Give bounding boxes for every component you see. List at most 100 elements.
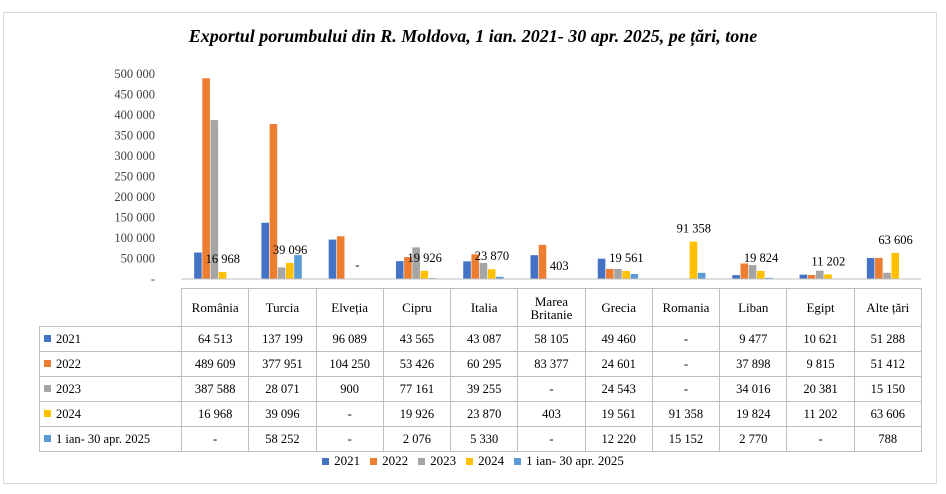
table-cell: 15 150 [853,376,922,402]
table-cell: 91 358 [651,401,721,427]
bar-2024 [824,274,832,279]
data-label: 16 968 [206,252,240,266]
table-cell: - [517,426,586,452]
y-tick-label: 300 000 [114,149,155,163]
legend-swatch [44,385,51,393]
category-label: Grecia [584,288,653,327]
table-cell: 19 926 [382,401,452,427]
category-label: Marea Britanie [517,288,586,327]
bar-2024 [689,241,698,279]
category-label: Liban [719,288,788,327]
table-cell: 24 601 [584,351,653,377]
bar-2023 [479,262,488,279]
y-tick-label: 450 000 [114,88,155,102]
table-cell: 77 161 [382,376,452,402]
data-label: 91 358 [677,222,711,236]
table-row: 2024 16 968 39 096-19 926 23 870 403 19 561 91… [39,401,922,427]
bar-2022 [269,124,278,279]
bar-2022 [740,263,749,279]
data-label: 19 926 [407,251,441,265]
bar-2022 [807,274,816,279]
y-tick-label: 100 000 [114,231,155,245]
y-tick-label: 400 000 [114,108,155,122]
y-tick-label: 350 000 [114,129,155,143]
table-cell: 137 199 [248,326,317,352]
table-cell: 51 288 [853,326,922,352]
category-label: Romania [651,288,721,327]
table-cell: 15 152 [651,426,721,452]
table-cell: 53 426 [382,351,452,377]
bar-2023 [883,272,891,279]
legend-swatch [322,457,330,465]
table-cell: - [315,426,384,452]
legend-label: 2023 [430,453,457,468]
table-cell: 43 087 [450,326,519,352]
table-cell: 9 477 [719,326,788,352]
series-label: 2024 [39,401,182,427]
table-cell: 104 250 [315,351,384,377]
bar-2023 [412,247,420,279]
y-tick-label: - [151,272,155,286]
bar-2022 [336,236,345,279]
table-row: 2023 387 588 28 071 900 77 161 39 255-24 543-… [39,376,922,402]
table-cell: 387 588 [180,376,250,402]
table-cell: 96 089 [315,326,384,352]
legend-swatch [418,457,426,465]
table-cell: 16 968 [180,401,250,427]
table-cell: 83 377 [517,351,586,377]
table-cell: - [517,376,586,402]
table-cell: - [315,401,384,427]
series-name: 2021 [56,331,81,346]
data-label: 403 [550,259,569,273]
bar-2023 [614,268,622,279]
category-label: Alte țări [853,288,922,327]
table-cell: 28 071 [248,376,317,402]
table-cell: - [651,326,721,352]
bar-2024 [286,262,294,279]
table-cell: 37 898 [719,351,788,377]
bar-2024 [420,270,429,279]
legend: 2021 2022 2023 2024 1 ian- 30 apr. 2025 [0,453,946,469]
legend-swatch [44,360,51,368]
table-cell: 377 951 [248,351,317,377]
bar-group [194,78,908,279]
table-cell: 39 096 [248,401,317,427]
bar-2021 [597,258,606,279]
legend-item: 2022 [370,453,408,469]
data-label: 19 824 [744,251,779,265]
bar-1-ian-30-apr-2025 [496,276,504,279]
y-axis: 500 000 450 000 400 000 350 000 300 000 250 0… [114,67,155,286]
bar-2023 [815,270,824,279]
table-cell: 11 202 [786,401,855,427]
series-label: 2022 [39,351,182,377]
bar-2021 [866,257,875,279]
table-cell: 2 076 [382,426,452,452]
category-label: România [180,288,250,327]
table-header-row: România Turcia Elveția Cipru Italia Marea Bri… [39,288,922,327]
table-cell: 5 330 [450,426,519,452]
bar-2022 [404,257,412,279]
bar-2021 [194,252,202,279]
y-tick-label: 500 000 [114,67,155,81]
category-label: Egipt [786,288,855,327]
table-cell: 23 870 [450,401,519,427]
table-cell: 43 565 [382,326,452,352]
table-cell: 63 606 [853,401,922,427]
legend-item: 2024 [466,453,504,469]
data-label-group: 16 968 39 096 - 19 926 23 870 403 19 561 91 358… [206,222,913,273]
table-cell: 19 824 [719,401,788,427]
y-tick-label: 150 000 [114,211,155,225]
bar-1-ian-30-apr-2025 [630,273,639,279]
legend-label: 2022 [382,453,409,468]
bar-2022 [538,244,547,279]
data-label: - [355,258,359,272]
bar-2023 [748,265,757,279]
legend-swatch [514,457,522,465]
table-cell: 9 815 [786,351,855,377]
bar-2024 [891,252,900,279]
bar-2022 [875,257,883,279]
data-label: 63 606 [878,233,912,247]
table-cell: 2 770 [719,426,788,452]
data-label: 19 561 [609,251,643,265]
chart-plot: 500 000 450 000 400 000 350 000 300 000 250 0… [114,67,921,286]
